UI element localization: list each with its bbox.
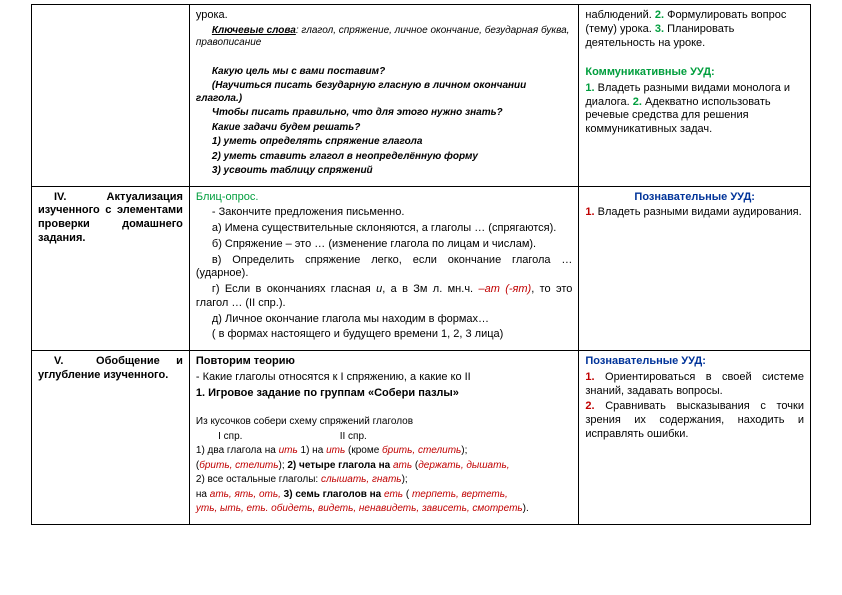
q: Какую цель мы с вами поставим? — [196, 66, 573, 79]
cell-r1c1 — [32, 5, 190, 187]
q: Какие задачи будем решать? — [196, 122, 573, 135]
q: Чтобы писать правильно, что для этого ну… — [196, 107, 573, 120]
text: 1. Ориентироваться в своей системе знани… — [585, 371, 804, 399]
uud-title: Познавательные УУД: — [585, 191, 804, 205]
cell-r3c3: Познавательные УУД: 1. Ориентироваться в… — [579, 351, 811, 525]
lesson-table: урока. Ключевые слова: глагол, спряжение… — [31, 4, 811, 525]
t: 2) уметь ставить глагол в неопределённую… — [196, 151, 573, 164]
cell-r1c2: урока. Ключевые слова: глагол, спряжение… — [189, 5, 579, 187]
cell-r3c2: Повторим теорию - Какие глаголы относятс… — [189, 351, 579, 525]
intro: Из кусочков собери схему спряжений глаго… — [196, 416, 573, 429]
blitz-title: Блиц-опрос. — [196, 191, 573, 205]
text: - Какие глаголы относятся к I спряжению,… — [196, 371, 573, 385]
table-row: урока. Ключевые слова: глагол, спряжение… — [32, 5, 811, 187]
t: 3) усвоить таблицу спряжений — [196, 165, 573, 178]
text: 1. Владеть разными видами монолога и диа… — [585, 82, 804, 137]
text: 2. Сравнивать высказывания с точки зрени… — [585, 400, 804, 441]
line: 1) два глагола на ить 1) на ить (кроме б… — [196, 445, 573, 458]
uud-title: Коммуникативные УУД: — [585, 66, 804, 80]
uud-title: Познавательные УУД: — [585, 355, 804, 369]
table-row: V. Обобщение и углубление изученного. По… — [32, 351, 811, 525]
game: 1. Игровое задание по группам «Собери па… — [196, 387, 573, 401]
text: ( в формах настоящего и будущего времени… — [196, 328, 573, 342]
table-row: IV. Актуализация изученного с элементами… — [32, 186, 811, 351]
q: (Научиться писать безударную гласную в л… — [196, 80, 573, 105]
text: урока. — [196, 9, 573, 23]
stage-title: IV. Актуализация изученного с элементами… — [38, 191, 183, 246]
stage-title: V. Обобщение и углубление изученного. — [38, 355, 183, 383]
cell-r2c3: Познавательные УУД: 1. Владеть разными в… — [579, 186, 811, 351]
line: (брить, стелить); 2) четыре глагола на а… — [196, 460, 573, 473]
cell-r2c2: Блиц-опрос. - Закончите предложения пись… — [189, 186, 579, 351]
line: уть, ыть, еть. обидеть, видеть, ненавиде… — [196, 503, 573, 516]
text: г) Если в окончаниях гласная и, а в Зм л… — [196, 283, 573, 311]
cols: I спр. II спр. — [196, 431, 573, 444]
text: 1. Владеть разными видами аудирования. — [585, 206, 804, 220]
text: - Закончите предложения письменно. — [196, 206, 573, 220]
text: в) Определить спряжение легко, если окон… — [196, 254, 573, 282]
keywords: Ключевые слова: глагол, спряжение, лично… — [196, 25, 573, 50]
cell-r1c3: наблюдений. 2. Формулировать вопрос (тем… — [579, 5, 811, 187]
cell-r2c1: IV. Актуализация изученного с элементами… — [32, 186, 190, 351]
text: б) Спряжение – это … (изменение глагола … — [196, 238, 573, 252]
line: 2) все остальные глаголы: слышать, гнать… — [196, 474, 573, 487]
cell-r3c1: V. Обобщение и углубление изученного. — [32, 351, 190, 525]
hdr: Повторим теорию — [196, 355, 573, 369]
line: на ать, ять, оть, 3) семь глаголов на ет… — [196, 489, 573, 502]
text: д) Личное окончание глагола мы находим в… — [196, 313, 573, 327]
t: 1) уметь определять спряжение глагола — [196, 136, 573, 149]
text: наблюдений. 2. Формулировать вопрос (тем… — [585, 9, 804, 50]
text: а) Имена существительные склоняются, а г… — [196, 222, 573, 236]
